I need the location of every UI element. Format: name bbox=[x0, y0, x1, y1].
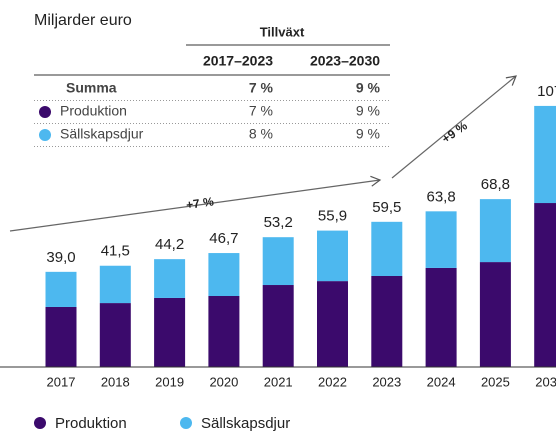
cell: 9 % bbox=[356, 126, 380, 142]
arrow bbox=[9, 175, 382, 232]
bar-segment bbox=[262, 285, 294, 367]
row-label: Summa bbox=[66, 80, 117, 96]
x-tick-label: 2018 bbox=[101, 374, 130, 389]
bar-segment bbox=[262, 237, 294, 286]
column-header: 2023–2030 bbox=[310, 53, 380, 69]
row-label: Sällskapsdjur bbox=[60, 126, 144, 142]
x-tick-label: 2019 bbox=[155, 374, 184, 389]
legend-label: Sällskapsdjur bbox=[201, 415, 290, 432]
bar-segment bbox=[208, 295, 240, 367]
bar-segment bbox=[45, 306, 77, 367]
total-label: 63,8 bbox=[426, 188, 455, 205]
total-label: 46,7 bbox=[209, 230, 238, 247]
bar-segment bbox=[99, 265, 131, 304]
x-tick-label: 2023 bbox=[372, 374, 401, 389]
row-dot bbox=[39, 106, 51, 118]
cell: 9 % bbox=[356, 103, 380, 119]
x-tick-label: 2022 bbox=[318, 374, 347, 389]
x-tick-label: 2025 bbox=[481, 374, 510, 389]
arrow bbox=[391, 75, 517, 179]
bar-segment bbox=[208, 253, 240, 296]
bar-segment bbox=[371, 275, 403, 367]
row-dot bbox=[39, 129, 51, 141]
table-header: Tillväxt bbox=[260, 24, 305, 39]
bar-segment bbox=[534, 105, 556, 204]
row-label: Produktion bbox=[60, 103, 127, 119]
bar-segment bbox=[425, 211, 457, 268]
annotation: +9 % bbox=[439, 118, 470, 146]
legend-label: Produktion bbox=[55, 415, 127, 432]
legend-swatch bbox=[180, 417, 192, 429]
cell: 7 % bbox=[249, 103, 273, 119]
total-label: 53,2 bbox=[264, 214, 293, 231]
x-tick-label: 2020 bbox=[209, 374, 238, 389]
bar-segment bbox=[371, 221, 403, 276]
bar-segment bbox=[479, 199, 511, 263]
bar-segment bbox=[45, 271, 77, 307]
bar-segment bbox=[479, 262, 511, 367]
total-label: 39,0 bbox=[46, 249, 75, 266]
total-label: 41,5 bbox=[101, 243, 130, 260]
total-label: 68,8 bbox=[481, 176, 510, 193]
bar-segment bbox=[154, 297, 186, 367]
column-header: 2017–2023 bbox=[203, 53, 273, 69]
cell: 7 % bbox=[249, 80, 274, 96]
total-label: 44,2 bbox=[155, 236, 184, 253]
total-label: 55,9 bbox=[318, 208, 347, 225]
annotation: +7 % bbox=[185, 194, 215, 212]
x-tick-label: 2030 bbox=[535, 374, 556, 389]
bar-segment bbox=[99, 303, 131, 367]
bar-segment bbox=[425, 267, 457, 367]
subtitle: Miljarder euro bbox=[34, 12, 132, 29]
x-tick-label: 2021 bbox=[264, 374, 293, 389]
total-label: 59,5 bbox=[372, 199, 401, 216]
bar-segment bbox=[317, 230, 348, 282]
bar-segment bbox=[534, 203, 556, 367]
cell: 8 % bbox=[249, 126, 273, 142]
bar-segment bbox=[154, 259, 186, 298]
total-label: 107 bbox=[537, 83, 556, 100]
x-tick-label: 2017 bbox=[47, 374, 76, 389]
x-tick-label: 2024 bbox=[427, 374, 456, 389]
bar-segment bbox=[317, 281, 348, 367]
cell: 9 % bbox=[356, 80, 381, 96]
legend-swatch bbox=[34, 417, 46, 429]
